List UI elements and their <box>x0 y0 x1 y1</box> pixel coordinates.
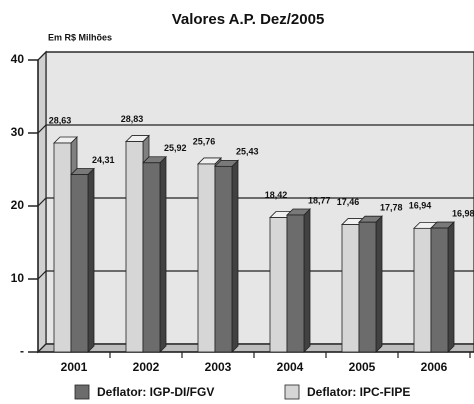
grid-line <box>37 343 474 353</box>
legend-label: Deflator: IPC-FIPE <box>307 385 410 399</box>
value-label: 18,42 <box>265 190 288 200</box>
value-label: 18,77 <box>308 195 331 205</box>
x-tick-label: 2001 <box>61 360 88 374</box>
grid-line <box>37 270 474 280</box>
bar <box>358 221 377 353</box>
legend-swatch <box>74 384 90 400</box>
value-label: 24,31 <box>92 155 115 165</box>
bar <box>341 224 360 353</box>
bar <box>142 162 161 353</box>
value-label: 16,98 <box>452 208 474 218</box>
legend-label: Deflator: IGP-DI/FGV <box>97 385 214 399</box>
bar-side <box>231 159 239 353</box>
value-label: 28,63 <box>49 115 72 125</box>
grid-line <box>37 51 474 61</box>
bar <box>286 214 305 353</box>
bar-side <box>375 215 383 353</box>
bar <box>70 174 89 353</box>
bar <box>430 227 449 353</box>
floor <box>36 343 474 353</box>
bar <box>53 142 72 353</box>
bar <box>197 163 216 353</box>
bar <box>413 227 432 353</box>
value-label: 25,43 <box>236 147 259 157</box>
y-tick-label: 40 <box>11 52 25 66</box>
y-tick-label: - <box>20 344 24 358</box>
grid-line <box>37 197 474 207</box>
y-tick-label: 30 <box>11 125 25 139</box>
x-tick-label: 2003 <box>205 360 232 374</box>
x-tick-label: 2005 <box>349 360 376 374</box>
bar <box>125 141 144 353</box>
value-label: 17,46 <box>337 197 360 207</box>
value-label: 17,78 <box>380 203 403 213</box>
y-axis-label: Em R$ Milhões <box>48 32 112 42</box>
chart-title: Valores A.P. Dez/2005 <box>172 11 325 28</box>
x-tick-label: 2004 <box>277 360 304 374</box>
value-label: 28,83 <box>121 114 144 124</box>
value-label: 25,92 <box>164 143 187 153</box>
y-tick-label: 20 <box>11 198 25 212</box>
legend-swatch <box>284 384 300 400</box>
bar-side <box>447 221 455 353</box>
grid-line <box>37 124 474 134</box>
y-tick-label: 10 <box>11 271 25 285</box>
bar-side <box>303 208 311 353</box>
x-tick-label: 2006 <box>421 360 448 374</box>
bar-side <box>159 155 167 353</box>
bar <box>214 165 233 353</box>
value-label: 16,94 <box>409 201 432 211</box>
x-tick-label: 2002 <box>133 360 160 374</box>
bar-side <box>87 167 95 353</box>
value-label: 25,76 <box>193 136 216 146</box>
bar <box>269 217 288 353</box>
